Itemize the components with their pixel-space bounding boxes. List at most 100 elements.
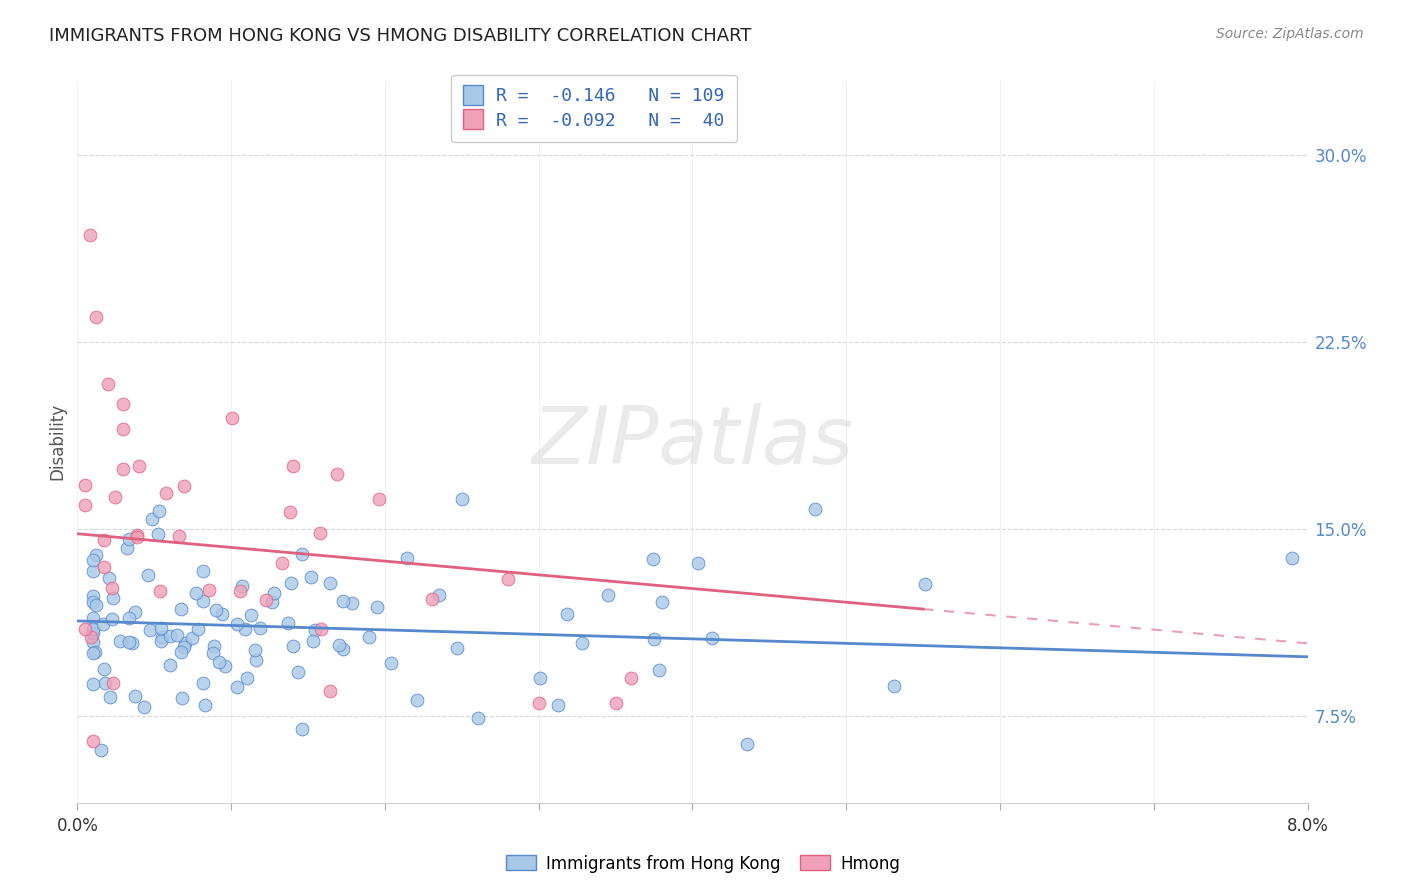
Point [420,592,443,607]
Point [101,676,124,690]
Point [93,616,115,631]
Point [103,490,125,504]
Point [82,677,104,691]
Point [159,657,181,672]
Point [170,602,193,616]
Point [170,690,193,705]
Point [225,617,247,632]
Point [79,227,101,242]
Point [332,594,354,608]
Point [101,591,124,605]
Point [173,640,195,654]
Point [187,622,209,636]
Point [359,630,381,644]
Point [136,568,159,582]
Point [596,588,619,602]
Point [73,498,96,512]
Point [82,611,104,625]
Point [173,479,195,493]
Point [427,588,450,602]
Point [332,641,354,656]
Point [193,675,215,690]
Point [605,696,627,710]
Point [240,608,263,623]
Point [340,596,363,610]
Point [467,711,489,725]
Point [82,622,104,636]
Point [287,665,309,679]
Point [93,662,115,676]
Point [496,572,519,586]
Point [82,564,104,578]
Point [214,659,236,673]
Point [180,631,202,645]
Point [299,570,322,584]
Point [201,647,224,661]
Point [883,679,905,693]
Point [80,631,103,645]
Point [643,552,665,566]
Point [1281,550,1303,565]
Point [93,676,115,690]
Point [82,553,104,567]
Point [97,571,120,585]
Point [82,625,104,640]
Point [281,459,304,474]
Point [571,636,593,650]
Point [450,491,472,506]
Point [193,564,215,578]
Point [112,422,135,436]
Point [159,629,181,643]
Point [90,743,112,757]
Point [280,506,302,520]
Point [283,640,305,654]
Point [98,690,121,704]
Point [309,622,332,636]
Point [148,504,170,518]
Point [146,526,169,541]
Point [309,526,332,541]
Point [529,672,551,686]
Point [82,589,104,603]
Point [194,698,217,712]
Point [735,737,758,751]
Point [211,607,233,622]
Point [118,532,141,546]
Point [702,631,724,645]
Point [169,528,191,542]
Point [117,541,139,555]
Point [125,528,148,542]
Point [804,501,827,516]
Point [221,410,243,425]
Point [271,556,294,570]
Point [205,603,228,617]
Point [82,733,104,747]
Point [651,595,673,609]
Point [326,467,349,482]
Point [170,645,193,659]
Point [138,623,160,637]
Point [406,693,429,707]
Point [124,689,146,703]
Point [245,653,267,667]
Point [83,645,105,659]
Point [174,636,197,650]
Point [125,530,148,544]
Point [446,640,468,655]
Point [97,377,120,392]
Point [304,623,326,637]
Point [245,643,267,657]
Point [121,636,143,650]
Point [547,698,569,712]
Point [108,633,131,648]
Y-axis label: Disability: Disability [48,403,66,480]
Point [688,557,710,571]
Point [301,633,323,648]
Point [93,533,115,547]
Point [191,593,214,607]
Point [202,639,225,653]
Point [155,486,177,500]
Point [84,598,107,612]
Point [280,576,302,591]
Point [319,575,342,590]
